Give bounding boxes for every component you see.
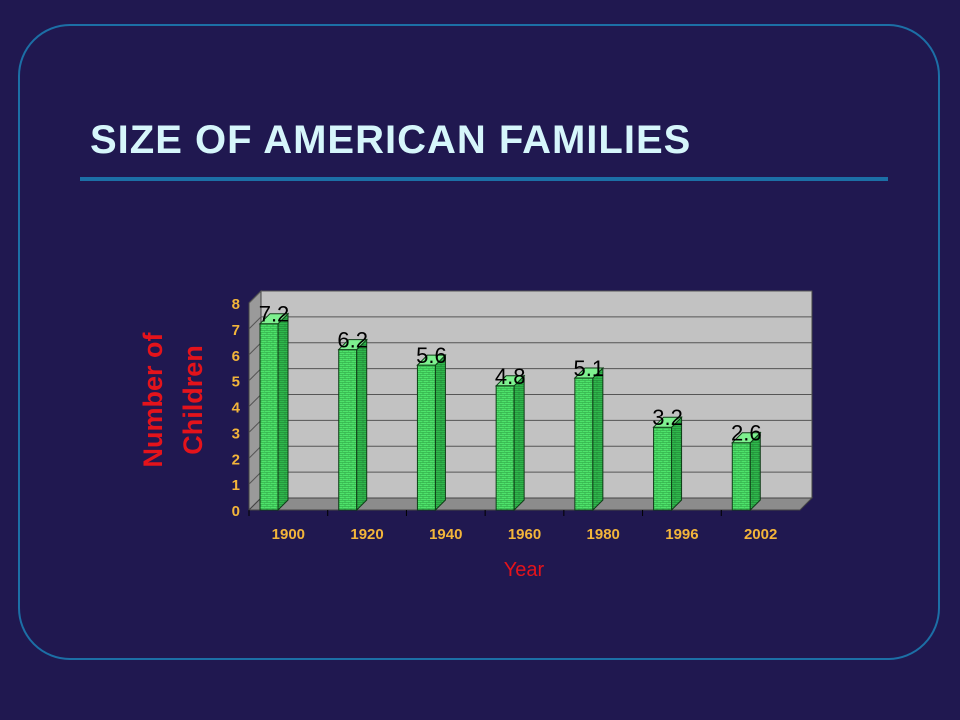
gridline (248, 316, 812, 330)
slide-frame (18, 24, 940, 660)
data-label: 5.1 (574, 356, 605, 381)
y-tick-label: 4 (232, 400, 241, 417)
y-axis-title: Number of Children (138, 331, 208, 467)
x-tick-label: 1960 (508, 526, 541, 543)
x-tick-label: 2002 (744, 526, 777, 543)
x-tick-label: 1900 (272, 526, 305, 543)
y-tick-label: 0 (232, 503, 240, 520)
bar-side (277, 312, 289, 512)
x-tick-label: 1996 (665, 526, 698, 543)
bar (338, 349, 358, 511)
data-label: 3.2 (652, 405, 683, 430)
y-tick-label: 6 (232, 348, 240, 365)
y-tick-label: 7 (232, 322, 240, 339)
title-underline (80, 177, 888, 181)
data-label: 6.2 (337, 328, 368, 353)
bar-top (731, 432, 762, 444)
x-tick-label: 1920 (350, 526, 383, 543)
plot-floor (247, 497, 814, 511)
x-tick-label: 1940 (429, 526, 462, 543)
bar-top (258, 313, 290, 325)
slide-title: SIZE OF AMERICAN FAMILIES (90, 118, 692, 162)
data-label: 7.2 (259, 302, 290, 327)
bar-top (652, 416, 683, 428)
bar-side (671, 415, 683, 512)
data-label: 5.6 (416, 343, 447, 368)
x-axis-title: Year (504, 559, 545, 581)
y-tick-label: 1 (232, 477, 240, 494)
x-tick-label: 1980 (587, 526, 620, 543)
bar (731, 442, 751, 511)
bar-top (337, 339, 368, 351)
y-axis-title-line: Number of (138, 331, 168, 467)
bar-side (356, 338, 368, 512)
bar-top (416, 354, 447, 366)
bar (416, 364, 436, 511)
bar (495, 385, 515, 511)
data-label: 2.6 (731, 421, 762, 446)
bar-side (592, 366, 604, 512)
bar (259, 323, 279, 511)
y-axis-title-line: Children (178, 345, 208, 455)
bar (574, 377, 594, 511)
bar-side (513, 374, 525, 512)
bar-top (494, 375, 526, 387)
bar (653, 426, 673, 511)
bar-top (573, 367, 605, 379)
y-tick-label: 8 (232, 296, 240, 313)
y-tick-label: 3 (232, 425, 240, 442)
y-tick-label: 5 (232, 374, 240, 391)
data-label: 4.8 (495, 364, 526, 389)
gridline (248, 290, 812, 304)
bar-side (434, 353, 446, 512)
y-tick-label: 2 (232, 451, 240, 468)
